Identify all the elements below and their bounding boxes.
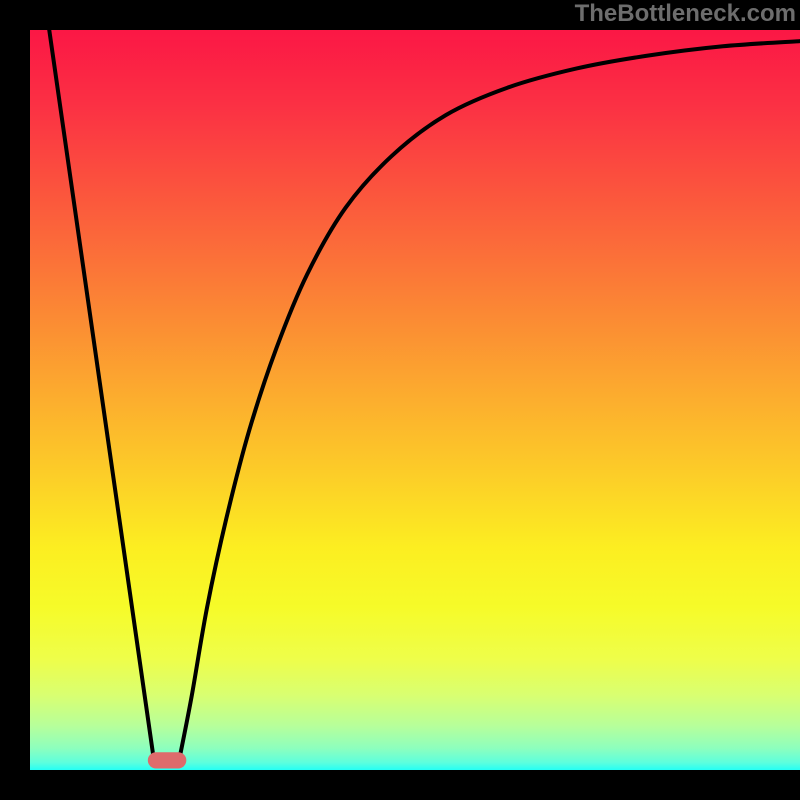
curve-layer [30,30,800,770]
curve-right-branch [180,41,800,755]
plot-area [30,30,800,770]
curve-left-branch [49,30,153,755]
chart-container: TheBottleneck.com [0,0,800,800]
watermark-text: TheBottleneck.com [575,0,796,26]
bottleneck-marker [148,752,187,768]
